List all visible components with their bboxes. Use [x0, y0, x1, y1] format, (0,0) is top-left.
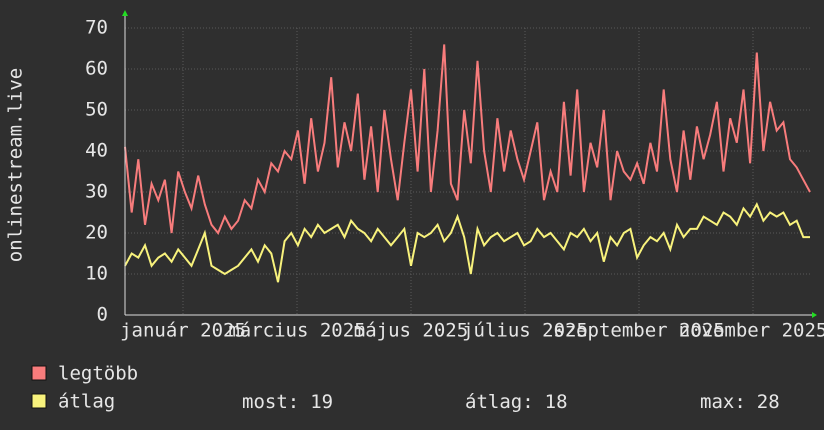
legend-label: átlag: [58, 391, 115, 413]
axis-arrow: [122, 10, 128, 16]
y-tick-label: 0: [97, 304, 108, 326]
y-tick-label: 30: [85, 181, 108, 203]
stat-value: 19: [310, 391, 333, 413]
y-tick-label: 60: [85, 58, 108, 80]
stat: max: 28: [700, 391, 780, 413]
x-tick-label: március 2025: [228, 320, 365, 342]
y-tick-label: 50: [85, 99, 108, 121]
legend-label: legtöbb: [58, 363, 138, 385]
x-tick-label: május 2025: [354, 320, 468, 342]
stat-label: max:: [700, 391, 746, 413]
x-tick-label: január 2025: [120, 320, 246, 342]
axis-arrow: [812, 312, 817, 318]
legend-swatch: [31, 365, 47, 381]
x-tick-label: november 2025: [679, 320, 824, 342]
stat-label: átlag:: [465, 391, 534, 413]
x-tick-label: július 2025: [462, 320, 588, 342]
y-axis-label: onlinestream.live: [5, 68, 27, 262]
legend-swatch: [31, 393, 47, 409]
y-tick-label: 20: [85, 222, 108, 244]
y-tick-label: 10: [85, 263, 108, 285]
stat-value: 28: [757, 391, 780, 413]
stat-value: 18: [545, 391, 568, 413]
stat: átlag: 18: [465, 391, 568, 413]
x-tick-label: szeptember 2025: [553, 320, 725, 342]
stat-label: most:: [242, 391, 299, 413]
stat: most: 19: [242, 391, 333, 413]
y-tick-label: 40: [85, 140, 108, 162]
y-tick-label: 70: [85, 17, 108, 39]
series-line: [124, 201, 810, 283]
series-line: [124, 44, 811, 235]
